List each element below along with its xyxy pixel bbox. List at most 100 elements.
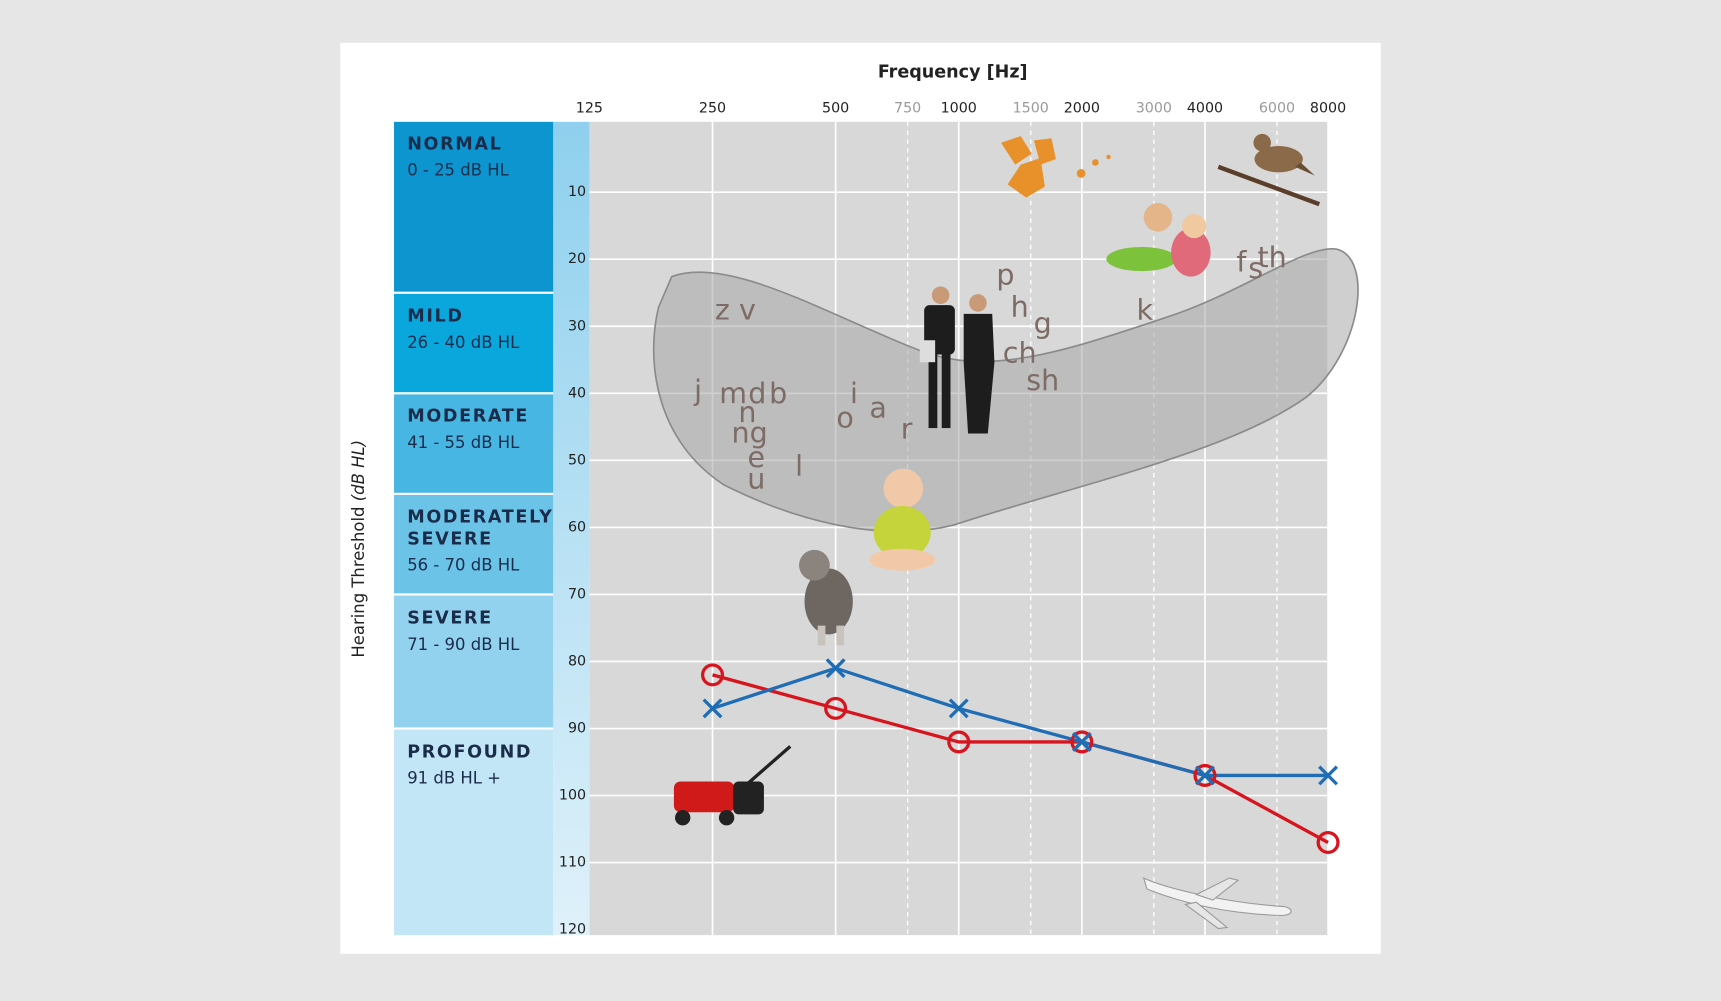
x-marker xyxy=(1071,731,1092,752)
x-tick-label: 1500 xyxy=(1013,101,1049,117)
band-label-box: SEVERE 71 - 90 dB HL xyxy=(394,596,553,654)
band-range: 0 - 25 dB HL xyxy=(407,160,509,181)
speech-sound: o xyxy=(836,401,853,434)
hearing-band xyxy=(394,595,554,728)
y-tick-label: 120 xyxy=(559,922,586,938)
series-line xyxy=(711,666,1329,778)
speech-sound: i xyxy=(850,377,858,410)
band-label-box: NORMAL 0 - 25 dB HL xyxy=(394,122,553,180)
band-label-box: PROFOUND 91 dB HL + xyxy=(394,730,553,788)
speech-sound: p xyxy=(996,259,1014,292)
speech-sound: z v xyxy=(715,294,756,327)
speech-sound: b xyxy=(769,377,787,410)
band-name: NORMAL xyxy=(407,132,503,154)
band-range: 41 - 55 dB HL xyxy=(407,432,520,453)
people-icon xyxy=(919,286,995,434)
band-range: 56 - 70 dB HL xyxy=(407,555,520,576)
x-tick-label: 3000 xyxy=(1136,101,1172,117)
x-marker xyxy=(1195,765,1215,786)
airplane-icon xyxy=(1142,877,1292,930)
band-name: PROFOUND xyxy=(407,740,533,762)
speech-sound: n xyxy=(738,396,756,429)
illustrations xyxy=(673,133,1321,930)
circle-marker xyxy=(1316,830,1340,855)
speech-banana xyxy=(652,247,1359,533)
circle-marker xyxy=(1193,763,1217,787)
band-label: MODERATELY SEVERE 56 - 70 dB HL xyxy=(394,495,553,575)
band-name: SEVERE xyxy=(407,606,493,628)
y-tick-label: 60 xyxy=(568,519,586,535)
x-tick-label: 1000 xyxy=(941,101,977,117)
y-tick-label: 50 xyxy=(568,452,586,468)
x-tick-label: 2000 xyxy=(1064,101,1100,117)
leaves-icon xyxy=(1000,136,1111,198)
x-marker xyxy=(1318,765,1339,786)
x-tick-label: 4000 xyxy=(1187,101,1223,117)
speech-sound: k xyxy=(1137,294,1154,327)
speech-sound: l xyxy=(795,450,803,483)
x-marker xyxy=(948,698,969,719)
mower-icon xyxy=(673,745,792,826)
hearing-band xyxy=(394,494,554,594)
baby-icon xyxy=(869,468,936,571)
y-tick-label: 80 xyxy=(568,653,586,669)
series-line xyxy=(712,673,1329,844)
band-name: MODERATELY SEVERE xyxy=(407,505,554,549)
x-tick-label: 125 xyxy=(576,101,603,117)
circle-marker xyxy=(1070,730,1094,754)
band-range: 91 dB HL + xyxy=(407,768,501,788)
band-label: MILD 26 - 40 dB HL xyxy=(394,294,553,352)
tick-strip xyxy=(553,121,590,936)
band-name: MILD xyxy=(407,304,464,326)
children-icon xyxy=(1106,203,1211,277)
circle-marker xyxy=(700,663,725,687)
y-axis-title-text: Hearing Threshold xyxy=(348,507,367,658)
y-axis-title: Hearing Threshold (dB HL) xyxy=(348,440,367,658)
x-tick-label: 6000 xyxy=(1259,101,1295,117)
x-tick-label: 250 xyxy=(699,101,726,117)
speech-sound: g xyxy=(1034,307,1052,340)
speech-sound: a xyxy=(869,391,886,424)
y-axis-title-unit: (dB HL) xyxy=(348,440,367,501)
y-tick-label: 90 xyxy=(568,721,586,737)
band-label: SEVERE 71 - 90 dB HL xyxy=(394,596,553,654)
speech-sound: j xyxy=(693,374,702,407)
speech-sound: sh xyxy=(1026,364,1059,397)
speech-sound: ch xyxy=(1003,337,1037,370)
band-label: MODERATE 41 - 55 dB HL xyxy=(394,394,553,452)
y-tick-label: 20 xyxy=(568,251,586,267)
y-tick-label: 100 xyxy=(559,788,586,804)
bird-icon xyxy=(1217,133,1321,207)
circle-marker xyxy=(947,730,971,754)
speech-sound: u xyxy=(747,463,765,496)
speech-sound: m xyxy=(719,377,747,410)
band-label-box: MILD 26 - 40 dB HL xyxy=(394,294,553,352)
x-axis-title: Frequency [Hz] xyxy=(878,62,1028,82)
band-range: 26 - 40 dB HL xyxy=(407,332,520,353)
speech-sound: f xyxy=(1236,245,1247,278)
band-label-box: MODERATE 41 - 55 dB HL xyxy=(394,394,553,452)
x-marker xyxy=(702,698,723,719)
x-tick-label: 500 xyxy=(822,101,849,117)
y-tick-label: 30 xyxy=(568,318,586,334)
y-tick-label: 40 xyxy=(568,385,586,401)
hearing-band xyxy=(394,729,554,936)
band-label-box: MODERATELY SEVERE 56 - 70 dB HL xyxy=(394,495,553,575)
speech-sound: h xyxy=(1011,290,1029,323)
hearing-band xyxy=(394,121,554,292)
speech-sound: d xyxy=(748,377,766,410)
band-label: NORMAL 0 - 25 dB HL xyxy=(394,122,553,180)
y-tick-label: 110 xyxy=(559,855,586,871)
hearing-band xyxy=(394,293,554,393)
y-tick-label: 10 xyxy=(568,184,586,200)
speech-sound: e xyxy=(747,441,765,474)
circle-marker xyxy=(824,696,848,720)
band-name: MODERATE xyxy=(407,405,530,427)
speech-sound: th xyxy=(1257,241,1286,274)
dog-icon xyxy=(799,549,853,646)
band-label: PROFOUND 91 dB HL + xyxy=(394,730,553,788)
x-tick-label: 750 xyxy=(894,101,921,117)
speech-sound: s xyxy=(1248,252,1263,285)
